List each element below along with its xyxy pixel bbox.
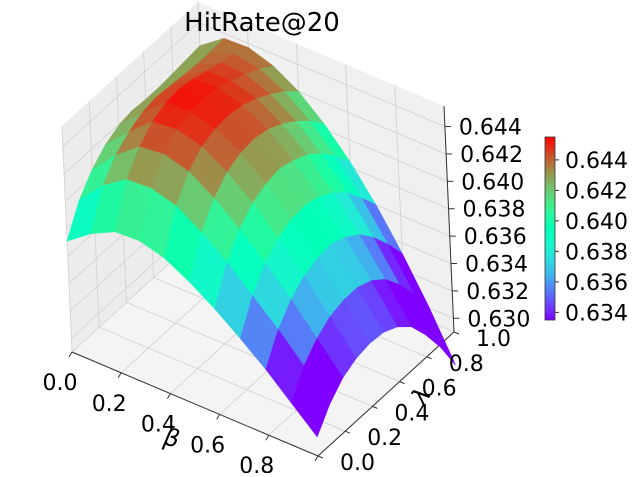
colorbar-tick-label: 0.638 [565, 240, 628, 265]
y-tick-mark [453, 331, 460, 335]
x-tick-mark [166, 393, 171, 399]
z-tick-label: 0.644 [459, 116, 522, 141]
y-tick-label: 0.6 [422, 377, 457, 402]
axes-lines [71, 105, 455, 457]
surface-plot [66, 38, 456, 438]
colorbar-tick-label: 0.644 [565, 149, 628, 174]
x-tick-mark [314, 455, 319, 462]
z-axis-line [443, 105, 455, 333]
colorbar-tick-label: 0.636 [565, 271, 628, 296]
surface-patch [291, 365, 331, 438]
y-tick-mark [317, 455, 324, 459]
z-tick-label: 0.640 [461, 170, 524, 195]
x-tick-label: 0.0 [43, 371, 78, 396]
z-tick-label: 0.632 [466, 280, 529, 305]
colorbar-tick-label: 0.640 [565, 210, 628, 235]
x-tick-label: 0.8 [239, 454, 274, 473]
x-tick-label: 0.4 [141, 413, 176, 438]
x-axis-line [71, 351, 319, 457]
y-tick-label: 0.0 [340, 451, 375, 473]
x-axis-label: β [160, 423, 182, 454]
z-tick-label: 0.636 [464, 225, 527, 250]
x-tick-label: 0.2 [92, 392, 127, 417]
y-tick-mark [372, 405, 378, 409]
y-tick-label: 0.4 [394, 401, 429, 426]
z-tick-label: 0.634 [465, 253, 528, 278]
y-tick-mark [426, 356, 432, 360]
chart-title: HitRate@20 [184, 8, 340, 38]
x-tick-mark [117, 372, 122, 379]
y-tick-mark [345, 430, 351, 434]
colorbar: 0.634 0.636 0.638 0.640 0.642 0.644 [544, 136, 628, 326]
x-tick-label: 0.6 [190, 433, 225, 458]
tick-labels: 0.00.20.40.60.81.00.00.20.40.60.81.00.63… [43, 116, 531, 477]
x-tick-mark [68, 351, 73, 358]
y-tick-label: 0.2 [367, 426, 402, 451]
colorbar-tick-label: 0.642 [565, 179, 628, 204]
z-gridline [62, 21, 446, 147]
colorbar-tick-label: 0.634 [565, 301, 628, 326]
y-axis-line [317, 331, 455, 457]
y-tick-label: 0.8 [449, 352, 484, 377]
x-tick-mark [265, 434, 270, 441]
z-tick-label: 0.630 [467, 307, 530, 332]
z-tick-label: 0.638 [463, 198, 526, 223]
y-tick-label: 1.0 [476, 327, 511, 352]
y-tick-mark [399, 381, 405, 385]
colorbar-strip [544, 136, 556, 321]
z-tick-label: 0.642 [460, 143, 523, 168]
x-tick-mark [216, 414, 221, 420]
